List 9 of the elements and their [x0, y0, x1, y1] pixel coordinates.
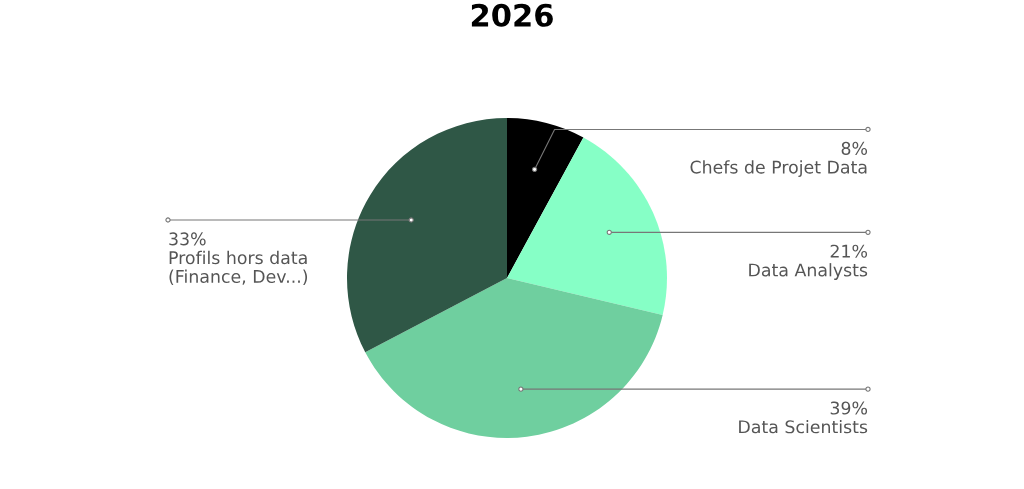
- data-label: 8%: [841, 141, 868, 155]
- slice-label: Data Analysts: [749, 263, 868, 280]
- data-label: 21%: [830, 244, 868, 258]
- data-label: 33%: [169, 232, 206, 246]
- slice-label: Data Scientists: [739, 419, 868, 434]
- slice-label: Profils hors data (Finance, Dev...): [169, 250, 308, 286]
- slice-label: Chefs de Projet Data: [690, 160, 867, 178]
- chart-title: 2026: [471, 3, 553, 27]
- data-label: 39%: [830, 401, 868, 415]
